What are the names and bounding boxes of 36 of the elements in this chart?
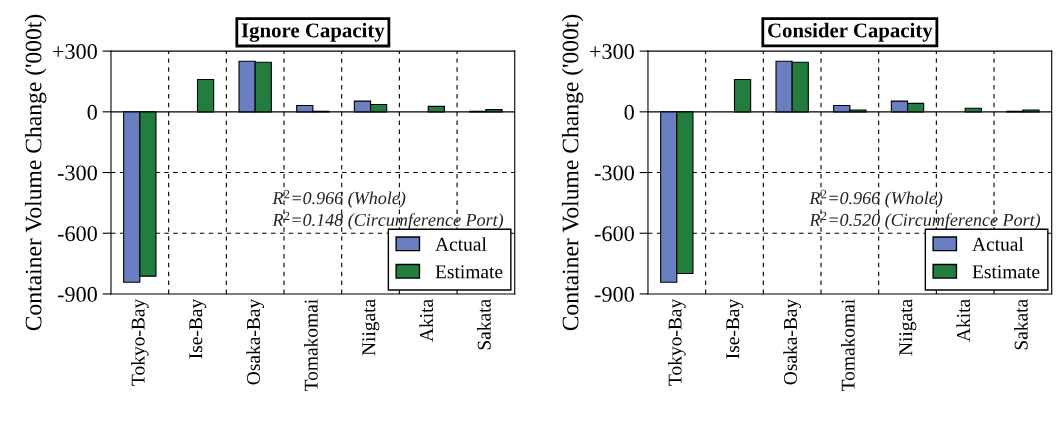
x-tick-label: Tomakomai — [841, 299, 855, 392]
annotation: R$^{2}$=0.520 (Circumference Port) — [809, 211, 1041, 230]
y-axis-title: Container Volume Change ('000t) — [561, 14, 584, 331]
legend-label: Actual — [972, 237, 1024, 251]
y-tick-label: +300 — [590, 44, 634, 60]
x-tick-label: Ise-Bay — [726, 298, 744, 359]
x-tick-label: Tokyo-Bay — [667, 298, 686, 386]
y-tick-label: -600 — [594, 226, 634, 242]
chart-title: Consider Capacity — [768, 22, 933, 42]
x-tick-label: Akita — [956, 299, 971, 342]
annotation: R$^{2}$=0.966 (Whole) — [809, 189, 943, 208]
legend-label: Estimate — [972, 265, 1040, 279]
x-tick-label: Sakata — [1014, 299, 1028, 350]
y-tick-label: 0 — [624, 104, 634, 120]
y-tick-label: 0 — [87, 104, 97, 120]
annotation: R$^{2}$=0.148 (Circumference Port) — [272, 211, 504, 230]
x-tick-label: Osaka-Bay — [783, 298, 802, 385]
y-tick-label: -900 — [57, 286, 97, 302]
x-tick-label: Sakata — [477, 299, 491, 350]
legend-label: Actual — [435, 237, 487, 251]
y-axis-title: Container Volume Change ('000t) — [24, 14, 47, 331]
x-tick-label: Tokyo-Bay — [130, 298, 149, 386]
annotation: R$^{2}$=0.966 (Whole) — [272, 189, 406, 208]
y-tick-label: -300 — [594, 165, 634, 181]
chart-title: Ignore Capacity — [241, 22, 385, 42]
x-tick-label: Niigata — [899, 299, 917, 356]
y-tick-label: -900 — [594, 286, 634, 302]
legend-label: Estimate — [435, 265, 503, 279]
x-tick-label: Ise-Bay — [189, 298, 207, 359]
x-tick-label: Tomakomai — [304, 299, 318, 392]
x-tick-label: Niigata — [362, 299, 380, 356]
y-tick-label: -300 — [57, 165, 97, 181]
y-tick-label: +300 — [53, 44, 97, 60]
x-tick-label: Akita — [419, 299, 434, 342]
y-tick-label: -600 — [57, 226, 97, 242]
x-tick-label: Osaka-Bay — [246, 298, 265, 385]
